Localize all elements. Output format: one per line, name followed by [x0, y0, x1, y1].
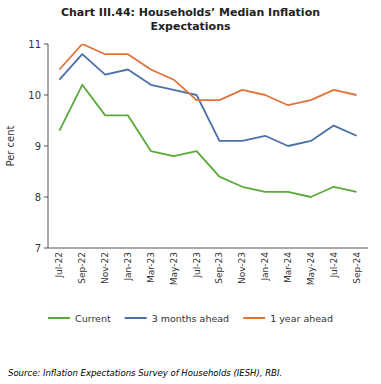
y-tick-label: 8: [35, 192, 41, 203]
x-tick-label: Nov-23: [237, 252, 247, 284]
x-tick-label: Jul-24: [329, 252, 339, 279]
x-tick-label: May-24: [306, 252, 316, 285]
x-tick-label: Sep-23: [214, 252, 224, 284]
chart: Chart III.44: Households’ Median Inflati…: [0, 0, 381, 384]
title: Chart III.44: Households’ Median Inflati…: [61, 6, 320, 33]
x-tick-label: Nov-22: [100, 252, 110, 284]
legend-label: Current: [75, 313, 111, 324]
x-tick-label: Jul-22: [54, 252, 64, 279]
x-tick-label: Mar-24: [283, 252, 293, 283]
x-tick-label: Jan-23: [123, 252, 133, 282]
y-tick: [44, 44, 48, 45]
plot-area: [59, 44, 356, 197]
y-tick: [44, 248, 48, 249]
x-tick-label: Mar-23: [146, 252, 156, 283]
y-tick-label: 11: [28, 39, 41, 50]
legend-swatch: [48, 317, 70, 319]
x-tick-label: Sep-22: [77, 252, 87, 284]
y-tick: [44, 95, 48, 96]
y-tick: [44, 197, 48, 198]
source-note: Source: Inflation Expectations Survey of…: [8, 368, 282, 378]
legend-label: 1 year ahead: [270, 313, 333, 324]
x-tick-label: Jul-23: [192, 252, 202, 279]
legend-swatch: [125, 317, 147, 319]
y-tick-label: 10: [28, 90, 41, 101]
legend-swatch: [243, 317, 265, 319]
y-tick-label: 7: [35, 243, 41, 254]
x-axis: [48, 248, 368, 249]
x-tick-label: Jan-24: [260, 252, 270, 282]
y-axis-label: Per cent: [5, 125, 16, 166]
series-line: [59, 44, 356, 105]
y-tick: [44, 146, 48, 147]
legend-label: 3 months ahead: [152, 313, 229, 324]
legend: Current 3 months ahead 1 year ahead: [48, 313, 333, 324]
x-tick-label: May-23: [169, 252, 179, 285]
x-tick-label: Sep-24: [352, 252, 362, 284]
y-tick-label: 9: [35, 141, 41, 152]
